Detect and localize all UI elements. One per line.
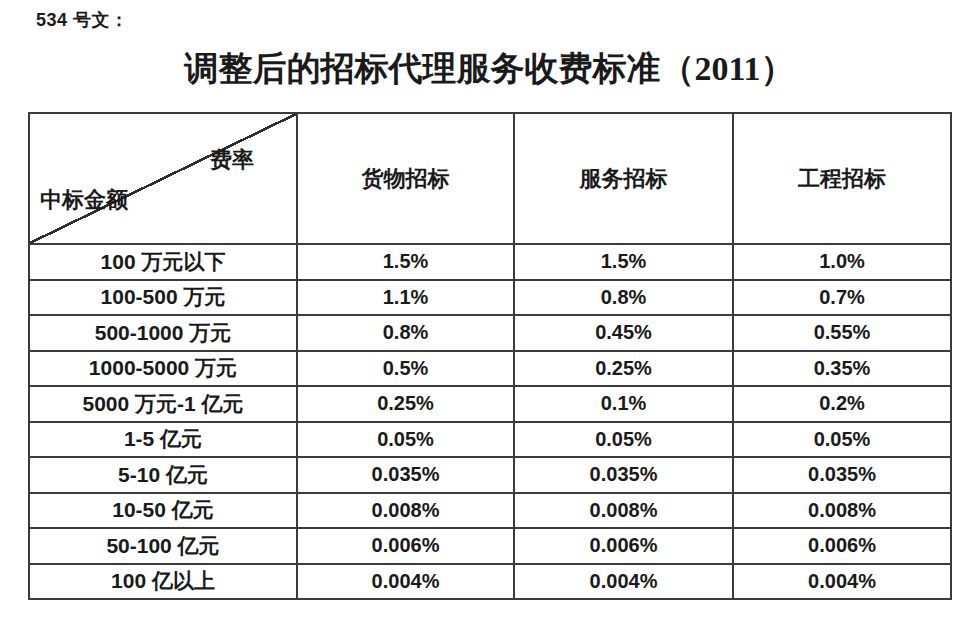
table-row: 1000-5000 万元 0.5% 0.25% 0.35% — [29, 351, 951, 387]
rate-cell-goods: 1.1% — [297, 280, 514, 316]
table-row: 100 万元以下 1.5% 1.5% 1.0% — [29, 244, 951, 280]
rate-cell-goods: 0.25% — [297, 386, 514, 422]
header-row: 费率 中标金额 货物招标 服务招标 工程招标 — [29, 113, 951, 244]
rate-cell-service: 0.05% — [514, 422, 733, 458]
rate-cell-service: 0.1% — [514, 386, 733, 422]
table-row: 5-10 亿元 0.035% 0.035% 0.035% — [29, 457, 951, 493]
rate-cell-goods: 0.004% — [297, 564, 514, 600]
rate-cell-engineering: 0.55% — [733, 315, 951, 351]
rate-cell-service: 0.25% — [514, 351, 733, 387]
diagonal-divider — [30, 114, 296, 243]
page-title: 调整后的招标代理服务收费标准（2011） — [0, 46, 979, 92]
table-row: 1-5 亿元 0.05% 0.05% 0.05% — [29, 422, 951, 458]
table-row: 50-100 亿元 0.006% 0.006% 0.006% — [29, 528, 951, 564]
amount-cell: 100-500 万元 — [29, 280, 297, 316]
rate-cell-engineering: 0.006% — [733, 528, 951, 564]
rate-cell-service: 0.8% — [514, 280, 733, 316]
rate-cell-goods: 0.05% — [297, 422, 514, 458]
rate-cell-service: 1.5% — [514, 244, 733, 280]
table-row: 5000 万元-1 亿元 0.25% 0.1% 0.2% — [29, 386, 951, 422]
column-header-engineering: 工程招标 — [733, 113, 951, 244]
rate-cell-service: 0.45% — [514, 315, 733, 351]
table-row: 100 亿以上 0.004% 0.004% 0.004% — [29, 564, 951, 600]
column-header-service: 服务招标 — [514, 113, 733, 244]
rate-cell-engineering: 0.008% — [733, 493, 951, 529]
document-page: 534 号文： 调整后的招标代理服务收费标准（2011） 费率 中标金额 货物招… — [0, 0, 979, 629]
table-row: 500-1000 万元 0.8% 0.45% 0.55% — [29, 315, 951, 351]
amount-cell: 50-100 亿元 — [29, 528, 297, 564]
amount-cell: 500-1000 万元 — [29, 315, 297, 351]
rate-cell-engineering: 0.35% — [733, 351, 951, 387]
amount-cell: 1-5 亿元 — [29, 422, 297, 458]
rate-cell-engineering: 0.2% — [733, 386, 951, 422]
rate-cell-engineering: 0.7% — [733, 280, 951, 316]
amount-cell: 5000 万元-1 亿元 — [29, 386, 297, 422]
column-header-goods: 货物招标 — [297, 113, 514, 244]
rate-cell-goods: 0.008% — [297, 493, 514, 529]
rate-cell-goods: 0.035% — [297, 457, 514, 493]
amount-cell: 100 万元以下 — [29, 244, 297, 280]
corner-header-cell: 费率 中标金额 — [29, 113, 297, 244]
rate-cell-goods: 0.5% — [297, 351, 514, 387]
amount-cell: 10-50 亿元 — [29, 493, 297, 529]
rate-cell-goods: 0.006% — [297, 528, 514, 564]
corner-label-rate: 费率 — [210, 145, 254, 175]
amount-cell: 5-10 亿元 — [29, 457, 297, 493]
amount-cell: 100 亿以上 — [29, 564, 297, 600]
corner-label-amount: 中标金额 — [40, 185, 128, 215]
rate-cell-engineering: 0.004% — [733, 564, 951, 600]
doc-number-label: 534 号文： — [36, 8, 129, 32]
amount-cell: 1000-5000 万元 — [29, 351, 297, 387]
rate-cell-engineering: 0.05% — [733, 422, 951, 458]
rate-cell-engineering: 0.035% — [733, 457, 951, 493]
rate-cell-goods: 1.5% — [297, 244, 514, 280]
table-row: 100-500 万元 1.1% 0.8% 0.7% — [29, 280, 951, 316]
fee-rate-table: 费率 中标金额 货物招标 服务招标 工程招标 100 万元以下 1.5% 1.5… — [28, 112, 952, 600]
rate-cell-service: 0.008% — [514, 493, 733, 529]
rate-cell-service: 0.035% — [514, 457, 733, 493]
rate-cell-goods: 0.8% — [297, 315, 514, 351]
rate-cell-service: 0.006% — [514, 528, 733, 564]
table-row: 10-50 亿元 0.008% 0.008% 0.008% — [29, 493, 951, 529]
rate-cell-service: 0.004% — [514, 564, 733, 600]
rate-cell-engineering: 1.0% — [733, 244, 951, 280]
